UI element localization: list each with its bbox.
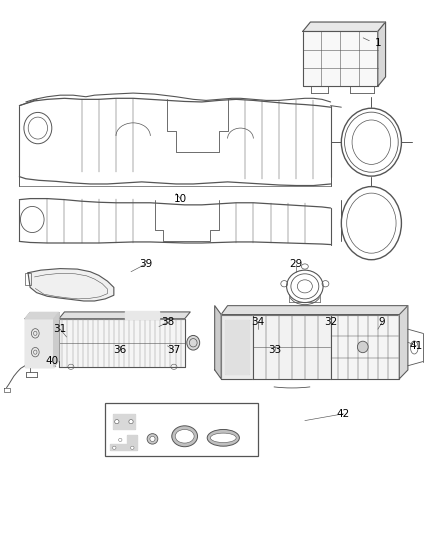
Ellipse shape <box>115 419 119 424</box>
Text: 36: 36 <box>113 345 127 355</box>
Polygon shape <box>253 314 331 379</box>
Polygon shape <box>221 314 253 379</box>
Polygon shape <box>110 435 138 450</box>
Text: 31: 31 <box>53 324 67 334</box>
Polygon shape <box>399 306 408 379</box>
Bar <box>25 273 32 285</box>
Polygon shape <box>303 31 378 86</box>
Polygon shape <box>303 22 385 31</box>
Ellipse shape <box>119 438 122 441</box>
Text: 33: 33 <box>268 345 282 355</box>
Ellipse shape <box>113 446 116 449</box>
Text: 40: 40 <box>45 356 58 366</box>
Polygon shape <box>221 306 408 314</box>
Polygon shape <box>113 414 135 430</box>
Ellipse shape <box>210 433 236 442</box>
Polygon shape <box>215 306 221 379</box>
Ellipse shape <box>131 446 134 449</box>
Ellipse shape <box>172 426 198 447</box>
Polygon shape <box>226 320 249 374</box>
Polygon shape <box>25 319 54 367</box>
Ellipse shape <box>147 434 158 444</box>
Ellipse shape <box>175 430 194 443</box>
Ellipse shape <box>207 430 240 446</box>
Polygon shape <box>378 22 385 86</box>
Polygon shape <box>59 312 190 319</box>
Text: 9: 9 <box>379 317 385 327</box>
Text: 29: 29 <box>290 259 303 269</box>
Polygon shape <box>28 269 114 301</box>
Text: 38: 38 <box>161 317 174 327</box>
Polygon shape <box>59 319 185 367</box>
Bar <box>105 403 258 456</box>
Text: 39: 39 <box>139 259 153 269</box>
Ellipse shape <box>187 335 200 350</box>
Text: 37: 37 <box>167 345 180 355</box>
Text: 10: 10 <box>174 193 187 204</box>
Ellipse shape <box>150 436 155 441</box>
Text: 41: 41 <box>410 341 423 351</box>
Polygon shape <box>124 311 159 319</box>
Text: 42: 42 <box>337 409 350 419</box>
Text: 32: 32 <box>324 317 337 327</box>
Text: 1: 1 <box>374 38 381 48</box>
Polygon shape <box>54 312 59 367</box>
Ellipse shape <box>357 341 368 353</box>
Ellipse shape <box>129 419 133 424</box>
Polygon shape <box>25 312 59 319</box>
Polygon shape <box>331 314 399 379</box>
Text: 34: 34 <box>251 317 264 327</box>
